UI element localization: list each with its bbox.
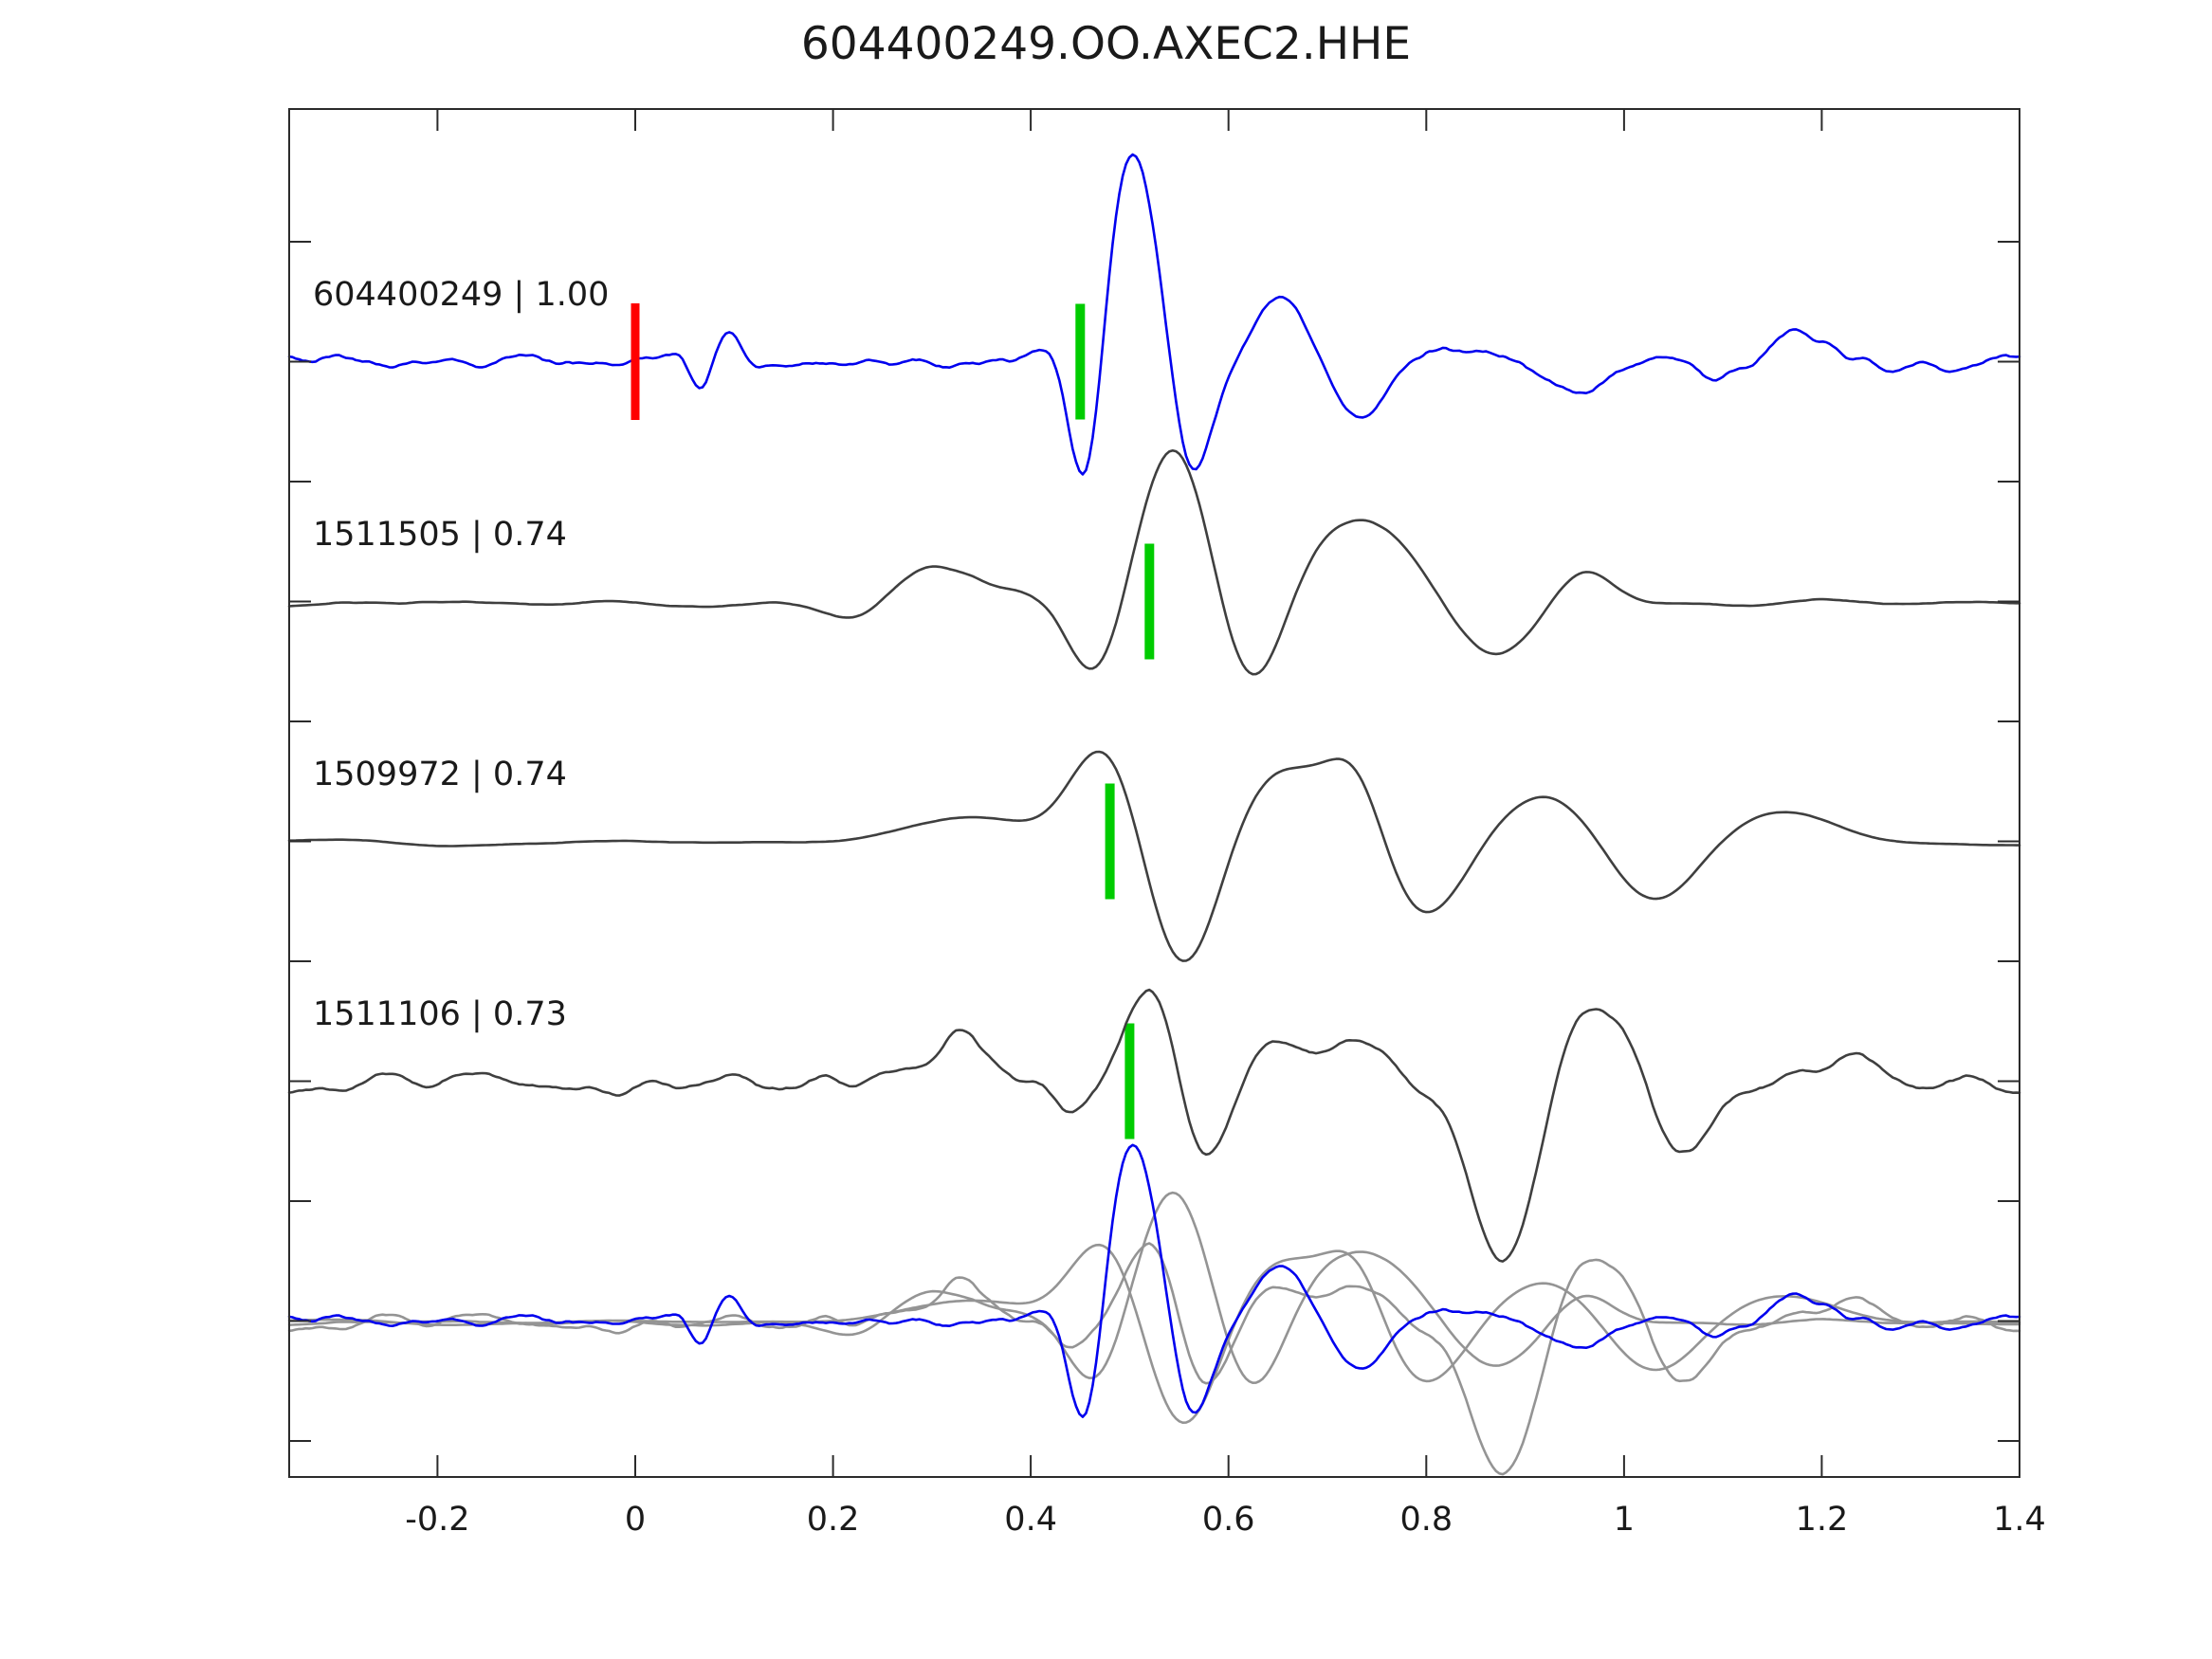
pick-marker-1511106 (1124, 1023, 1135, 1139)
overlay-waveform-1511505 (287, 1191, 2021, 1384)
x-axis-tick-label: 0.6 (1201, 1501, 1255, 1539)
waveform-1509972 (287, 750, 2021, 962)
overlay-waveform-604400249 (287, 1143, 2021, 1418)
x-axis-tick-label: 0.2 (806, 1501, 860, 1539)
x-axis-tick-label: 0 (624, 1501, 647, 1539)
x-axis-tick-label: 1.4 (1993, 1501, 2046, 1539)
x-axis-tick-label: 0.4 (1004, 1501, 1057, 1539)
overlay-waveform-1511106 (287, 1242, 2021, 1476)
trace-label-1511106: 1511106 | 0.73 (313, 994, 567, 1033)
pick-marker-1511505 (1144, 543, 1155, 660)
x-axis-tick-label: 1.2 (1795, 1501, 1849, 1539)
x-axis-tick-label: 1 (1613, 1501, 1635, 1539)
trace-label-604400249: 604400249 | 1.00 (313, 275, 610, 314)
chart-title: 604400249.OO.AXEC2.HHE (800, 18, 1412, 70)
trace-label-1509972: 1509972 | 0.74 (313, 755, 567, 793)
waveform-1511505 (287, 448, 2021, 676)
trace-label-1511505: 1511505 | 0.74 (313, 515, 567, 554)
waveform-1511106 (287, 988, 2021, 1263)
overlay-waveform-1509972 (287, 1243, 2021, 1424)
pick-marker-1509972 (1105, 783, 1115, 900)
plot-frame (288, 108, 2020, 1478)
pick-marker-604400249 (1075, 303, 1086, 420)
origin-marker-604400249 (631, 303, 640, 420)
x-axis-tick-label: 0.8 (1399, 1501, 1453, 1539)
x-axis-tick-label: -0.2 (405, 1501, 470, 1539)
waveform-604400249 (287, 153, 2021, 476)
